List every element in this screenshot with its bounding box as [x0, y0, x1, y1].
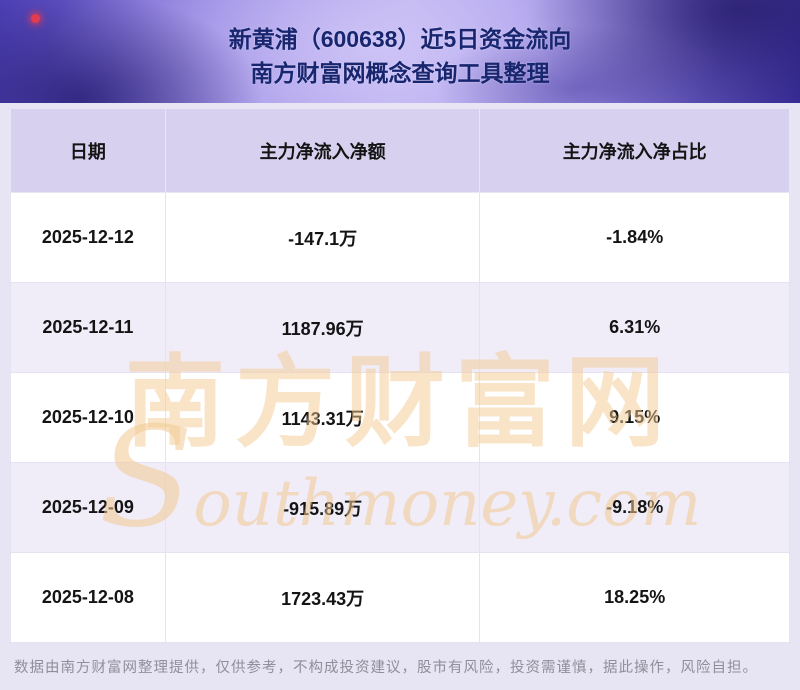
- page-title: 新黄浦（600638）近5日资金流向 南方财富网概念查询工具整理: [0, 0, 800, 90]
- cell-date: 2025-12-11: [10, 282, 166, 373]
- cell-date: 2025-12-08: [10, 552, 166, 643]
- footer-bar: 数据由南方财富网整理提供，仅供参考，不构成投资建议，股市有风险，投资需谨慎，据此…: [0, 643, 800, 690]
- column-header-date: 日期: [10, 108, 166, 193]
- banner-red-dot: [31, 14, 40, 23]
- cell-amount: -915.89万: [164, 462, 481, 553]
- table-row: 2025-12-12 -147.1万 -1.84%: [10, 192, 790, 283]
- table-row: 2025-12-08 1723.43万 18.25%: [10, 552, 790, 643]
- table-row: 2025-12-11 1187.96万 6.31%: [10, 282, 790, 373]
- cell-date: 2025-12-12: [10, 192, 166, 283]
- cell-ratio: 18.25%: [479, 552, 790, 643]
- cell-amount: 1143.31万: [164, 372, 481, 463]
- page-title-line2: 南方财富网概念查询工具整理: [250, 60, 550, 86]
- cell-amount: -147.1万: [164, 192, 481, 283]
- table-header-row: 日期 主力净流入净额 主力净流入净占比: [10, 108, 790, 193]
- cell-ratio: -9.18%: [479, 462, 790, 553]
- column-header-ratio: 主力净流入净占比: [479, 108, 790, 193]
- cell-ratio: 9.15%: [479, 372, 790, 463]
- fund-flow-table: 日期 主力净流入净额 主力净流入净占比 2025-12-12 -147.1万 -…: [10, 108, 790, 643]
- cell-ratio: 6.31%: [479, 282, 790, 373]
- cell-date: 2025-12-09: [10, 462, 166, 553]
- table-row: 2025-12-10 1143.31万 9.15%: [10, 372, 790, 463]
- page-title-line1: 新黄浦（600638）近5日资金流向: [228, 26, 572, 52]
- top-banner: 新黄浦（600638）近5日资金流向 南方财富网概念查询工具整理: [0, 0, 800, 103]
- column-header-amount: 主力净流入净额: [164, 108, 481, 193]
- table-row: 2025-12-09 -915.89万 -9.18%: [10, 462, 790, 553]
- cell-ratio: -1.84%: [479, 192, 790, 283]
- disclaimer-text: 数据由南方财富网整理提供，仅供参考，不构成投资建议，股市有风险，投资需谨慎，据此…: [14, 660, 758, 676]
- cell-amount: 1723.43万: [164, 552, 481, 643]
- cell-date: 2025-12-10: [10, 372, 166, 463]
- cell-amount: 1187.96万: [164, 282, 481, 373]
